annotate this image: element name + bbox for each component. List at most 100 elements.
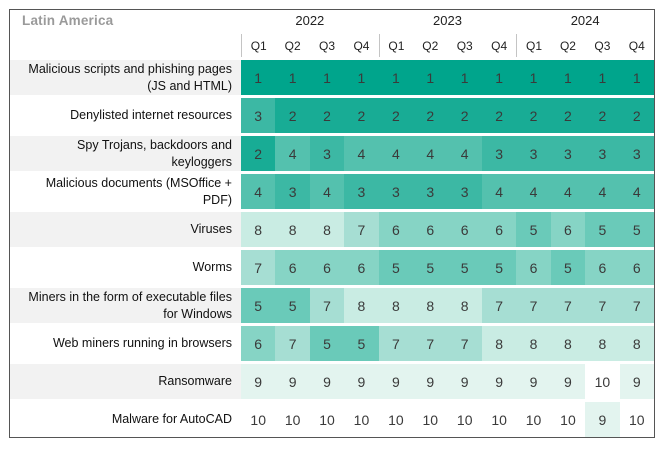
heatmap-cell: 2 — [241, 136, 276, 171]
heatmap-cell: 6 — [550, 212, 586, 247]
row-label: Denylisted internet resources — [70, 108, 232, 123]
heatmap-cell: 2 — [481, 98, 517, 133]
row-label: Malicious documents (MSOffice + PDF) — [45, 176, 232, 207]
heatmap-cell: 1 — [585, 60, 620, 95]
quarter-header: Q2 — [284, 38, 301, 53]
heatmap-cell: 7 — [309, 288, 345, 323]
heatmap-cell: 6 — [447, 212, 482, 247]
region-title: Latin America — [22, 13, 114, 28]
heatmap-cell: 2 — [619, 98, 654, 133]
heatmap-cell: 1 — [447, 60, 482, 95]
heatmap-cell: 1 — [241, 60, 276, 95]
heatmap-cell: 2 — [516, 98, 551, 133]
heatmap-cell: 3 — [550, 136, 586, 171]
heatmap-cell: 2 — [378, 98, 414, 133]
year-header: 2024 — [570, 13, 600, 28]
quarter-header: Q3 — [594, 38, 611, 53]
row-label: Spy Trojans, backdoors and keyloggers — [10, 136, 241, 171]
heatmap-cell: 3 — [516, 136, 551, 171]
quarter-header: Q3 — [456, 38, 473, 53]
heatmap-cell: 5 — [344, 326, 379, 361]
heatmap-cell: 9 — [447, 364, 482, 399]
heatmap-cell: 2 — [344, 98, 379, 133]
quarter-header: Q2 — [559, 38, 576, 53]
heatmap-cell: 7 — [447, 326, 482, 361]
heatmap-cell: 1 — [516, 60, 551, 95]
heatmap-cell: 5 — [516, 212, 551, 247]
heatmap-cell: 4 — [275, 136, 310, 171]
heatmap-cell: 1 — [378, 60, 414, 95]
heatmap-cell: 7 — [619, 288, 654, 323]
heatmap-cell: 7 — [241, 250, 276, 285]
heatmap-cell: 1 — [481, 60, 517, 95]
heatmap-cell: 8 — [378, 288, 414, 323]
heatmap-cell: 9 — [585, 402, 620, 437]
heatmap-cell: 5 — [619, 212, 654, 247]
quarter-header: Q4 — [628, 38, 645, 53]
heatmap-cell: 4 — [344, 136, 379, 171]
heatmap-cell: 4 — [585, 174, 620, 209]
heatmap-cell: 10 — [309, 402, 345, 437]
heatmap-cell: 3 — [344, 174, 379, 209]
heatmap-cell: 8 — [516, 326, 551, 361]
heatmap-cell: 3 — [585, 136, 620, 171]
heatmap-cell: 6 — [241, 326, 276, 361]
threat-ranking-table: Latin America 2022 2023 2024 Q1 Q2 Q3 Q4 Q1 Q2 Q3… — [9, 9, 655, 438]
heatmap-cell: 10 — [447, 402, 482, 437]
heatmap-cell: 5 — [481, 250, 517, 285]
heatmap-cell: 7 — [585, 288, 620, 323]
heatmap-cell: 8 — [481, 326, 517, 361]
year-header: 2023 — [433, 13, 462, 28]
heatmap-cell: 7 — [344, 212, 379, 247]
heatmap-cell: 9 — [309, 364, 345, 399]
quarter-row-spacer — [10, 34, 241, 57]
heatmap-cell: 8 — [309, 212, 345, 247]
row-label: Malicious scripts and phishing pages (JS… — [10, 60, 241, 95]
heatmap-cell: 4 — [378, 136, 414, 171]
heatmap-cell: 9 — [413, 364, 448, 399]
heatmap-cell: 6 — [619, 250, 654, 285]
heatmap-cell: 3 — [481, 136, 517, 171]
heatmap-cell: 5 — [447, 250, 482, 285]
heatmap-cell: 7 — [275, 326, 310, 361]
heatmap-cell: 7 — [550, 288, 586, 323]
row-label: Malware for AutoCAD — [111, 412, 232, 427]
heatmap-cell: 1 — [619, 60, 654, 95]
quarter-header: Q3 — [319, 38, 336, 53]
heatmap-cell: 8 — [619, 326, 654, 361]
row-label: Worms — [192, 260, 232, 275]
heatmap-cell: 6 — [516, 250, 551, 285]
quarter-header: Q1 — [241, 34, 275, 57]
heatmap-cell: 3 — [309, 136, 345, 171]
heatmap-cell: 4 — [309, 174, 345, 209]
quarter-header: Q2 — [422, 38, 439, 53]
heatmap-cell: 2 — [447, 98, 482, 133]
heatmap-cell: 6 — [481, 212, 517, 247]
heatmap-cell: 3 — [447, 174, 482, 209]
heatmap-cell: 9 — [516, 364, 551, 399]
heatmap-cell: 4 — [619, 174, 654, 209]
heatmap-cell: 6 — [378, 212, 414, 247]
heatmap-cell: 10 — [585, 364, 620, 399]
heatmap-cell: 7 — [481, 288, 517, 323]
heatmap-cell: 10 — [378, 402, 414, 437]
heatmap-cell: 5 — [275, 288, 310, 323]
heatmap-cell: 5 — [413, 250, 448, 285]
quarter-header: Q4 — [491, 38, 508, 53]
heatmap-cell: 9 — [241, 364, 276, 399]
heatmap-cell: 8 — [275, 212, 310, 247]
heatmap-cell: 1 — [275, 60, 310, 95]
row-label: Web miners running in browsers — [52, 336, 232, 351]
quarter-header: Q4 — [353, 38, 370, 53]
heatmap-cell: 10 — [275, 402, 310, 437]
heatmap-cell: 10 — [619, 402, 654, 437]
heatmap-cell: 1 — [309, 60, 345, 95]
heatmap-grid: Latin America 2022 2023 2024 Q1 Q2 Q3 Q4 Q1 Q2 Q3… — [10, 10, 654, 437]
heatmap-cell: 1 — [550, 60, 586, 95]
heatmap-cell: 3 — [275, 174, 310, 209]
heatmap-cell: 9 — [378, 364, 414, 399]
row-label: Miners in the form of executable files f… — [10, 288, 241, 323]
heatmap-cell: 3 — [241, 98, 276, 133]
heatmap-cell: 6 — [585, 250, 620, 285]
heatmap-cell: 9 — [481, 364, 517, 399]
